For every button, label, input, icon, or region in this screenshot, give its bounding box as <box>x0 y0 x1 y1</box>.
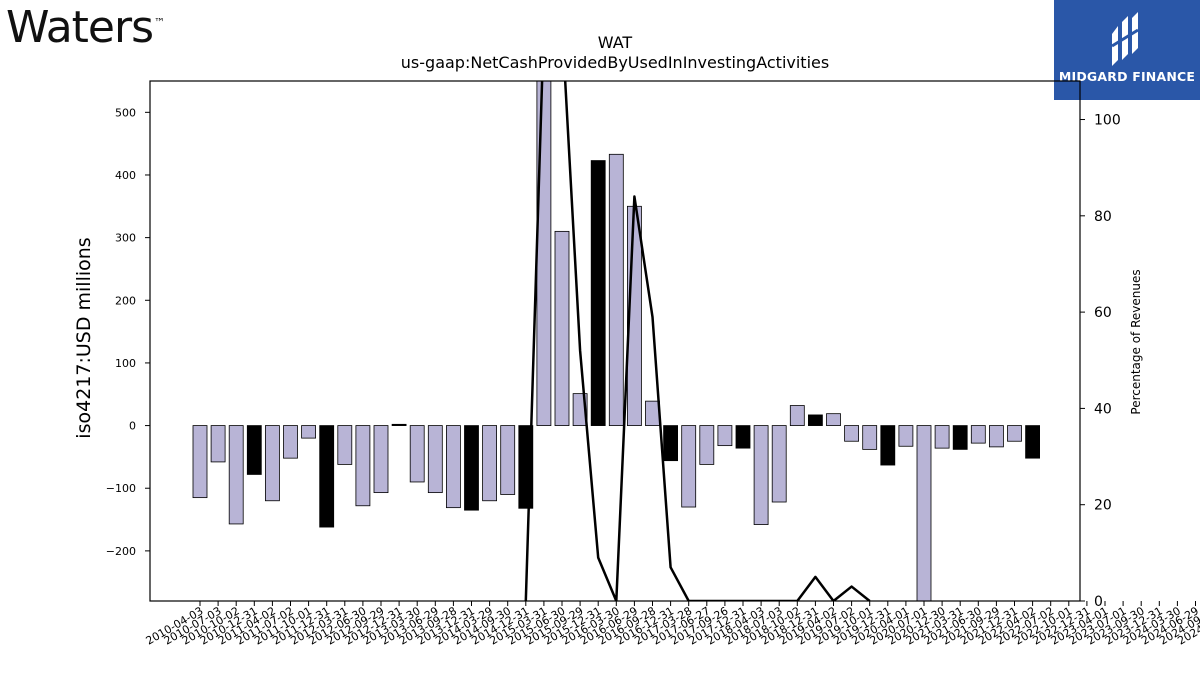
bar <box>337 425 353 465</box>
y-tick-label: 500 <box>115 106 136 119</box>
y2-tick-label: 80 <box>1094 209 1112 225</box>
bar <box>789 405 805 426</box>
trademark-symbol: ™ <box>154 16 165 29</box>
bar <box>427 425 443 494</box>
bar <box>482 425 498 502</box>
y-tick-label: 400 <box>115 169 136 182</box>
bar <box>808 414 823 426</box>
bar <box>898 425 914 447</box>
y2-tick-label: 100 <box>1094 113 1121 129</box>
bar <box>717 425 733 447</box>
bar <box>246 425 262 475</box>
midgard-finance-logo: MIDGARD FINANCE <box>1054 0 1200 100</box>
y2-tick-label: 20 <box>1094 498 1112 514</box>
bar <box>409 425 425 483</box>
y2-tick-label: 40 <box>1094 401 1112 417</box>
bar <box>192 425 208 499</box>
y-tick-label: 300 <box>115 232 136 245</box>
y2-tick-label: 0 <box>1094 594 1103 610</box>
line-series <box>524 81 871 601</box>
bar <box>464 425 479 511</box>
y-tick-label: −100 <box>106 482 136 495</box>
bar <box>771 425 787 503</box>
bar <box>699 425 715 465</box>
bar <box>590 160 606 426</box>
bar <box>373 425 389 494</box>
bar <box>1007 425 1022 442</box>
bar <box>989 425 1004 448</box>
y2-tick-label: 60 <box>1094 305 1112 321</box>
bar <box>916 425 932 601</box>
bar <box>608 153 624 426</box>
chart-title: WAT <box>598 33 633 52</box>
bar <box>645 400 660 426</box>
waters-logo: Waters™ <box>6 2 165 53</box>
y-tick-label: −200 <box>106 545 136 558</box>
midgard-finance-text: MIDGARD FINANCE <box>1058 69 1196 84</box>
bar <box>952 425 968 450</box>
waters-logo-text: Waters <box>6 2 154 53</box>
y2-axis-label: Percentage of Revenues <box>1129 269 1143 414</box>
bar <box>391 423 407 426</box>
bar <box>554 230 570 426</box>
bar <box>445 425 461 509</box>
bar <box>264 425 280 502</box>
bar <box>228 425 244 525</box>
bar <box>826 413 841 426</box>
bar <box>735 425 751 449</box>
bar <box>301 425 317 439</box>
bar <box>283 425 298 459</box>
bar <box>681 425 697 508</box>
bar <box>753 425 769 525</box>
bar <box>663 425 678 462</box>
plot-frame <box>149 80 1081 602</box>
bar <box>1025 425 1040 459</box>
bar <box>970 425 986 444</box>
bar <box>862 425 878 450</box>
midgard-mark-icon <box>1111 12 1139 66</box>
y-axis-label: iso4217:USD millions <box>73 237 95 438</box>
bar <box>500 425 516 495</box>
bar <box>934 425 950 449</box>
bar <box>319 425 335 528</box>
y-tick-label: 200 <box>115 294 136 307</box>
y-tick-label: 0 <box>129 420 136 433</box>
bar <box>880 425 896 466</box>
bar <box>355 425 371 507</box>
bar <box>844 425 859 442</box>
bar <box>210 425 226 463</box>
bar <box>536 81 552 426</box>
chart-subtitle: us-gaap:NetCashProvidedByUsedInInvesting… <box>401 53 829 72</box>
y-tick-label: 100 <box>115 357 136 370</box>
